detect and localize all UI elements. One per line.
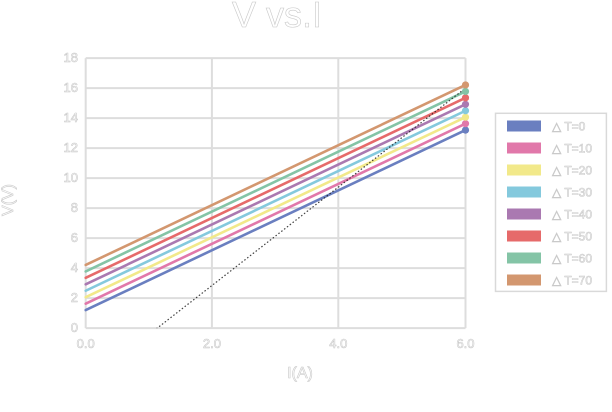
svg-text:6.0: 6.0 xyxy=(456,336,474,351)
svg-text:0: 0 xyxy=(71,320,78,335)
svg-text:△ T=50: △ T=50 xyxy=(552,230,592,244)
svg-text:0.0: 0.0 xyxy=(77,336,95,351)
svg-text:8: 8 xyxy=(71,200,78,215)
svg-text:10: 10 xyxy=(64,170,78,185)
svg-text:V(V): V(V) xyxy=(0,184,17,216)
svg-text:△ T=70: △ T=70 xyxy=(552,274,592,288)
svg-text:4: 4 xyxy=(71,260,78,275)
svg-text:16: 16 xyxy=(64,80,78,95)
svg-text:△ T=30: △ T=30 xyxy=(552,186,592,200)
svg-text:12: 12 xyxy=(64,140,78,155)
svg-text:V vs.I: V vs.I xyxy=(232,0,322,35)
svg-text:△ T=10: △ T=10 xyxy=(552,142,592,156)
svg-text:△ T=60: △ T=60 xyxy=(552,252,592,266)
svg-text:14: 14 xyxy=(64,110,78,125)
svg-text:18: 18 xyxy=(64,50,78,65)
svg-text:2.0: 2.0 xyxy=(203,336,221,351)
svg-text:I(A): I(A) xyxy=(287,365,313,382)
svg-text:△ T=0: △ T=0 xyxy=(552,120,586,134)
svg-text:6: 6 xyxy=(71,230,78,245)
svg-text:4.0: 4.0 xyxy=(329,336,347,351)
svg-text:△ T=40: △ T=40 xyxy=(552,208,592,222)
svg-text:2: 2 xyxy=(71,290,78,305)
svg-text:△ T=20: △ T=20 xyxy=(552,164,592,178)
